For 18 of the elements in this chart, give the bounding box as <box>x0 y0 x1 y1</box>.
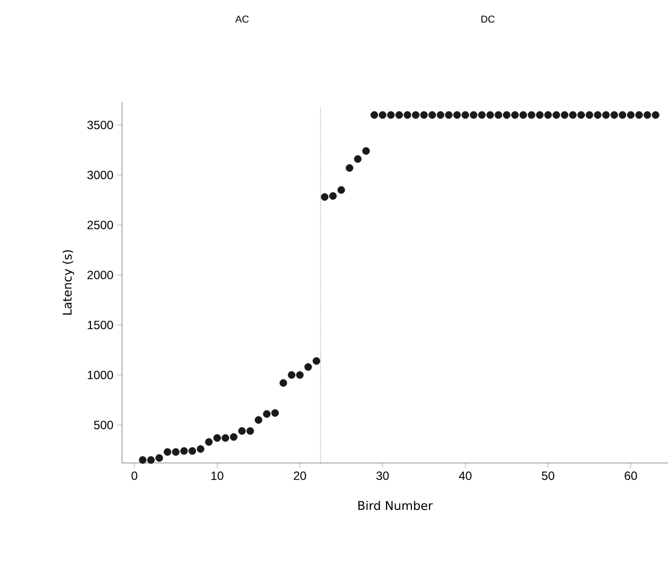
x-tick-label: 0 <box>132 472 138 480</box>
y-tick-label: 2500 <box>87 220 114 230</box>
x-tick-label: 40 <box>458 472 472 480</box>
y-tick-label: 3000 <box>87 170 114 180</box>
y-tick-label: 1000 <box>88 370 114 380</box>
x-tick-label: 30 <box>376 472 389 480</box>
y-axis-title: Latency (s) <box>62 250 74 315</box>
text: AC <box>235 16 249 23</box>
x-tick-label: 20 <box>294 472 306 480</box>
x-tick-label: 60 <box>624 472 637 480</box>
text: DC <box>481 16 495 23</box>
x-tick-label: 50 <box>542 472 554 480</box>
x-axis-title: Bird Number <box>358 500 433 510</box>
y-tick-label: 2000 <box>87 270 114 280</box>
y-tick-label: 3500 <box>87 120 114 130</box>
y-tick-label: 500 <box>94 420 114 430</box>
y-tick-label: 1500 <box>88 320 114 330</box>
x-tick-label: 10 <box>211 472 224 480</box>
